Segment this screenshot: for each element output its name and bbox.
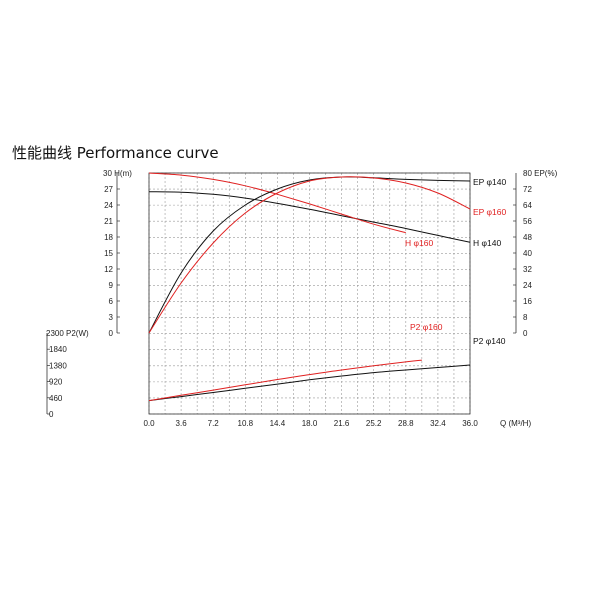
x-axis-tick-label: 36.0 <box>462 419 478 428</box>
head-axis-tick-label: 27 <box>104 185 113 194</box>
efficiency-axis-tick-label: 64 <box>523 201 532 210</box>
head-axis-tick-label: 15 <box>104 249 113 258</box>
power-axis-tick-label: 460 <box>49 394 63 403</box>
label-ep-160: EP φ160 <box>473 207 507 217</box>
x-axis-tick-label: 0.0 <box>143 419 155 428</box>
head-axis-tick-label: 0 <box>109 329 114 338</box>
efficiency-axis-tick-label: 40 <box>523 249 532 258</box>
x-axis-tick-label: 21.6 <box>334 419 350 428</box>
curve-h-140 <box>148 191 471 243</box>
x-axis-tick-label: 32.4 <box>430 419 446 428</box>
x-axis-tick-label: 28.8 <box>398 419 414 428</box>
power-axis-tick-label: 0 <box>49 410 54 419</box>
efficiency-axis-tick-label: 0 <box>523 329 528 338</box>
head-axis-tick-label: 21 <box>104 217 113 226</box>
label-p2-160: P2 φ160 <box>410 322 443 332</box>
power-axis-tick-label: 1380 <box>49 361 67 370</box>
efficiency-axis-tick-label: 8 <box>523 313 528 322</box>
head-axis-label: 30 H(m) <box>103 169 132 178</box>
x-axis-tick-label: 7.2 <box>208 419 220 428</box>
chart-title: 性能曲线 Performance curve <box>12 144 219 162</box>
label-h-160: H φ160 <box>405 238 433 248</box>
x-axis-tick-label: 25.2 <box>366 419 382 428</box>
efficiency-axis-label: 80 EP(%) <box>523 169 558 178</box>
x-axis-label: Q (M³/H) <box>500 419 531 428</box>
chart-labels: EP φ140 EP φ160 H φ140 H φ160 P2 φ160 P2 φ140 <box>405 177 507 346</box>
x-axis-tick-label: 3.6 <box>176 419 188 428</box>
efficiency-axis-tick-label: 24 <box>523 281 532 290</box>
chart-axes: 0 3 6 9 12 15 18 21 24 27 30 H(m) 0 8 16 24 32 40 48 56 64 7… <box>46 169 558 428</box>
efficiency-axis-tick-label: 32 <box>523 265 532 274</box>
curve-p2-140 <box>148 364 471 402</box>
efficiency-axis-tick-label: 56 <box>523 217 532 226</box>
curve-h-160 <box>148 172 406 234</box>
head-axis-tick-label: 12 <box>104 265 113 274</box>
head-axis-tick-label: 3 <box>109 313 114 322</box>
label-h-140: H φ140 <box>473 238 501 248</box>
chart-curves <box>148 172 471 402</box>
curve-p2-160 <box>148 359 422 402</box>
curve-ep-140 <box>148 176 471 334</box>
x-axis-tick-label: 14.4 <box>270 419 286 428</box>
power-axis-tick-label: 920 <box>49 378 63 387</box>
x-axis-tick-label: 18.0 <box>302 419 318 428</box>
efficiency-axis-tick-label: 72 <box>523 185 532 194</box>
head-axis-tick-label: 6 <box>109 297 114 306</box>
power-axis-tick-label: 1840 <box>49 345 67 354</box>
label-p2-140: P2 φ140 <box>473 336 506 346</box>
label-ep-140: EP φ140 <box>473 177 507 187</box>
head-axis-tick-label: 24 <box>104 201 113 210</box>
power-axis-label: 2300 P2(W) <box>46 329 89 338</box>
curve-ep-160 <box>148 176 471 334</box>
plot-frame <box>148 172 471 415</box>
x-axis-tick-label: 10.8 <box>238 419 254 428</box>
efficiency-axis-tick-label: 16 <box>523 297 532 306</box>
head-axis-tick-label: 9 <box>109 281 114 290</box>
head-axis-tick-label: 18 <box>104 233 113 242</box>
efficiency-axis-tick-label: 48 <box>523 233 532 242</box>
